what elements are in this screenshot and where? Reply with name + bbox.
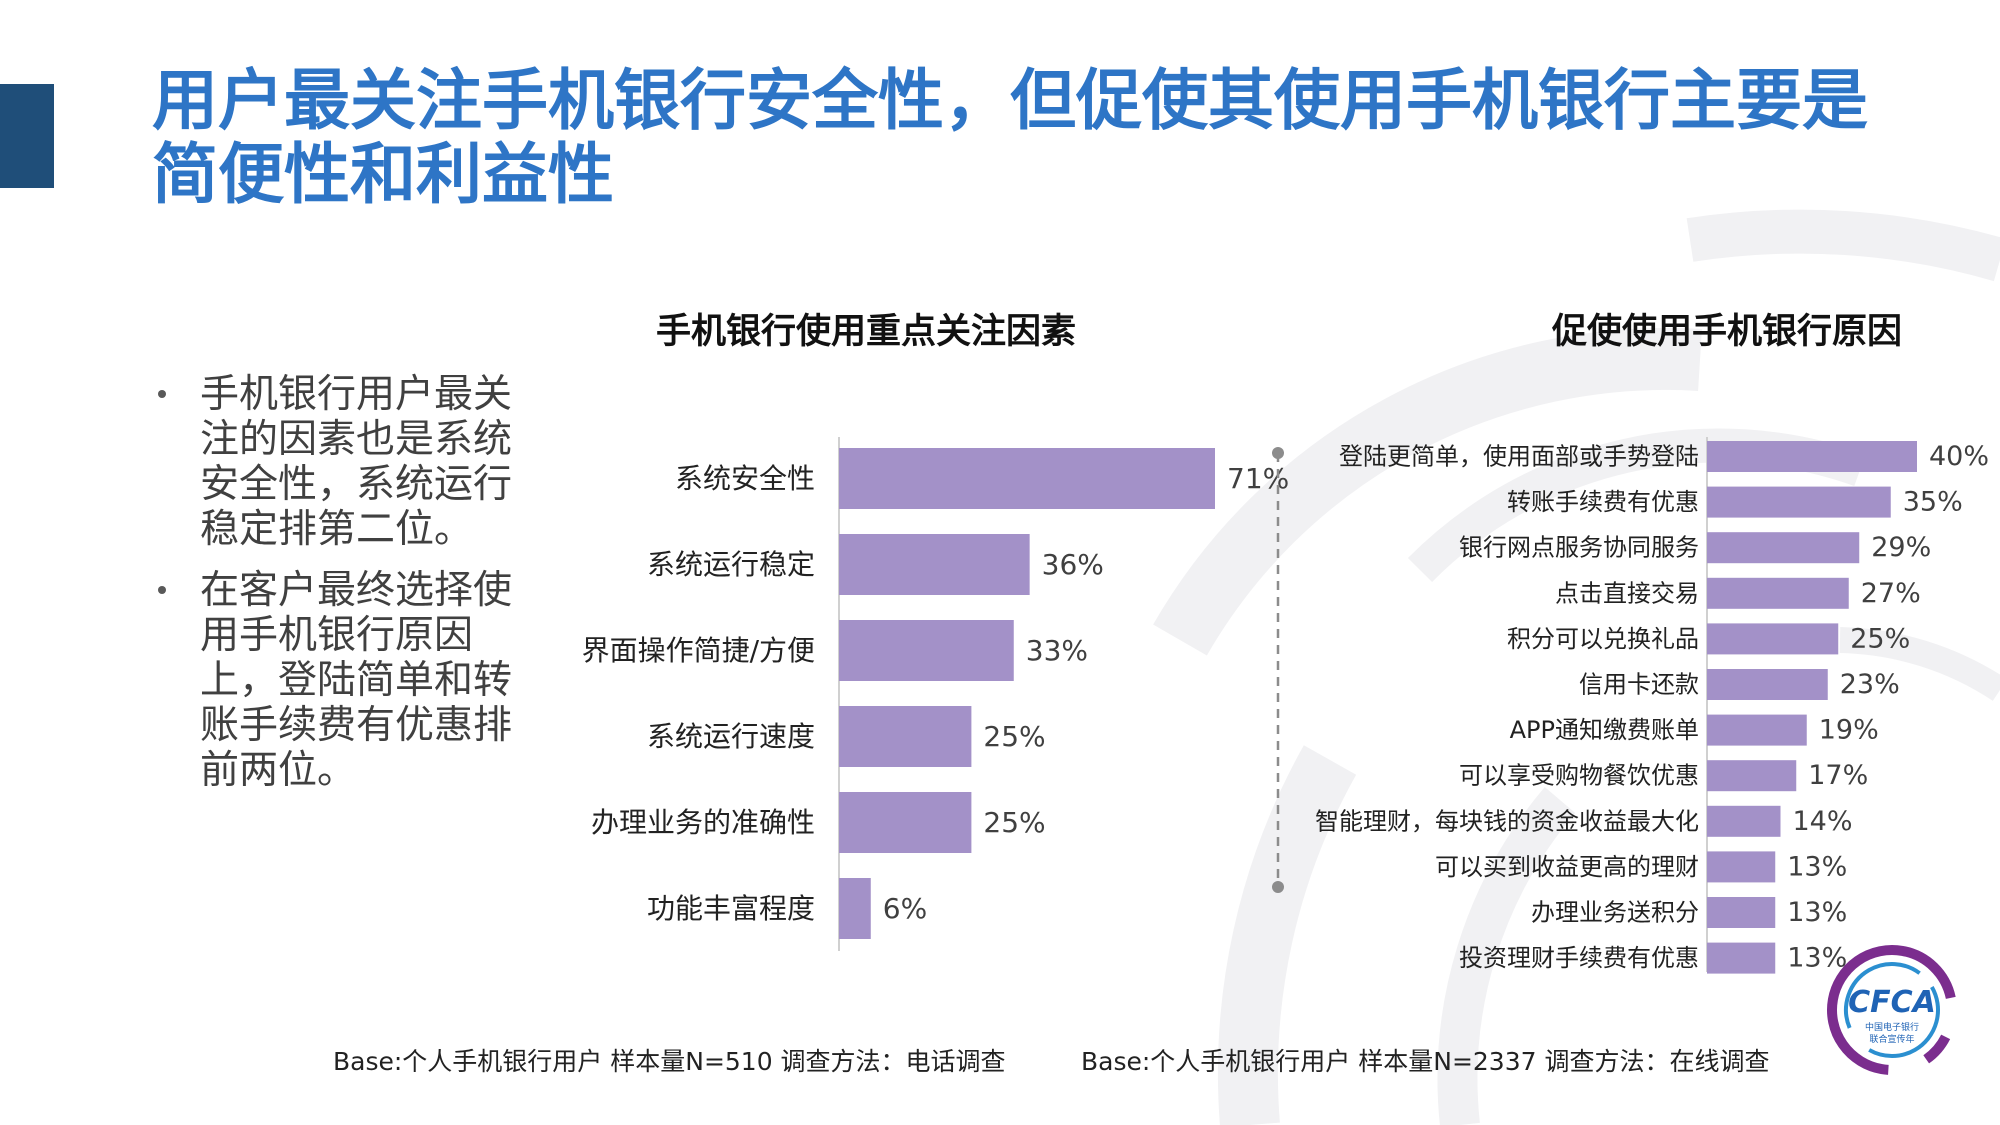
bar xyxy=(1707,714,1807,746)
bar xyxy=(1707,851,1776,883)
bar-chart-1: 系统安全性 71% 系统运行稳定 36% 界面操作简捷/方便 33% 系统运行速度 25% 办理… xyxy=(582,437,1289,951)
bullet-list: 手机银行用户最关注的因素也是系统安全性，系统运行稳定排第二位。 在客户最终选择使… xyxy=(150,372,550,809)
category-label: 转账手续费有优惠 xyxy=(1507,488,1699,516)
bullet-item: 手机银行用户最关注的因素也是系统安全性，系统运行稳定排第二位。 xyxy=(150,372,550,552)
data-label: 13% xyxy=(1787,897,1847,928)
category-label: 系统运行稳定 xyxy=(647,548,815,581)
data-label: 35% xyxy=(1903,487,1963,518)
data-label: 13% xyxy=(1787,943,1847,974)
bar xyxy=(1707,441,1917,472)
bar xyxy=(839,534,1030,595)
bar xyxy=(1707,805,1781,837)
title-accent-bar xyxy=(0,84,54,188)
bar xyxy=(1707,532,1860,564)
data-label: 25% xyxy=(1850,623,1910,654)
data-label: 19% xyxy=(1819,715,1879,746)
bullet-text: 在客户最终选择使用手机银行原因上，登陆简单和转账手续费有优惠排前两位。 xyxy=(200,568,513,793)
bar xyxy=(1707,486,1891,518)
data-label: 29% xyxy=(1871,532,1931,563)
chart-title-focus-factors: 手机银行使用重点关注因素 xyxy=(656,312,1077,352)
data-label: 33% xyxy=(1026,634,1088,667)
category-label: 登陆更简单，使用面部或手势登陆 xyxy=(1339,443,1699,471)
category-label: 智能理财，每块钱的资金收益最大化 xyxy=(1315,807,1699,835)
bar xyxy=(839,448,1215,509)
bar xyxy=(1707,760,1797,792)
category-label: 可以享受购物餐饮优惠 xyxy=(1459,762,1699,790)
data-label: 6% xyxy=(883,892,927,925)
bar xyxy=(839,792,972,853)
bar-chart-2: 登陆更简单，使用面部或手势登陆 40% 转账手续费有优惠 35% 银行网点服务协同服务 2… xyxy=(1315,437,1989,974)
data-label: 17% xyxy=(1808,760,1868,791)
divider-end-dot-icon xyxy=(1272,881,1284,893)
data-label: 14% xyxy=(1793,806,1853,837)
logo-text: CFCA xyxy=(1848,985,1936,1020)
bar xyxy=(839,878,871,939)
category-label: 办理业务送积分 xyxy=(1531,899,1699,927)
bullet-dot-icon xyxy=(158,390,166,398)
bar xyxy=(1707,577,1849,609)
data-label: 36% xyxy=(1042,548,1104,581)
divider-end-dot-icon xyxy=(1272,447,1284,459)
category-label: 办理业务的准确性 xyxy=(591,806,815,839)
category-label: 功能丰富程度 xyxy=(647,892,815,925)
category-label: 信用卡还款 xyxy=(1579,671,1699,699)
category-label: 可以买到收益更高的理财 xyxy=(1435,853,1699,881)
bar xyxy=(1707,623,1839,655)
bar xyxy=(1707,897,1776,928)
data-label: 71% xyxy=(1227,462,1289,495)
bullet-text: 手机银行用户最关注的因素也是系统安全性，系统运行稳定排第二位。 xyxy=(200,372,513,552)
category-label: 界面操作简捷/方便 xyxy=(582,634,815,667)
chart-title-usage-reasons: 促使使用手机银行原因 xyxy=(1552,312,1903,352)
category-label: 系统安全性 xyxy=(675,462,815,495)
data-label: 25% xyxy=(983,806,1045,839)
bar xyxy=(1707,942,1776,974)
bullet-dot-icon xyxy=(158,586,166,594)
bar xyxy=(1707,669,1828,700)
chart-divider xyxy=(1272,447,1284,893)
footnote-left: Base:个人手机银行用户 样本量N=510 调查方法：电话调查 xyxy=(333,1047,1006,1076)
data-label: 23% xyxy=(1840,669,1900,700)
category-label: 系统运行速度 xyxy=(647,720,815,753)
footnote-right: Base:个人手机银行用户 样本量N=2337 调查方法：在线调查 xyxy=(1081,1047,1770,1076)
category-label: 银行网点服务协同服务 xyxy=(1459,534,1699,562)
category-label: 积分可以兑换礼品 xyxy=(1507,625,1699,653)
data-label: 40% xyxy=(1929,441,1989,472)
logo-subtext: 中国电子银行 xyxy=(1865,1021,1919,1033)
bullet-item: 在客户最终选择使用手机银行原因上，登陆简单和转账手续费有优惠排前两位。 xyxy=(150,568,550,793)
category-label: APP通知缴费账单 xyxy=(1510,716,1699,744)
data-label: 13% xyxy=(1787,851,1847,882)
bar xyxy=(839,620,1014,681)
data-label: 25% xyxy=(983,720,1045,753)
data-label: 27% xyxy=(1861,578,1921,609)
page-title: 用户最关注手机银行安全性，但促使其使用手机银行主要是简便性和利益性 xyxy=(152,62,1868,213)
category-label: 点击直接交易 xyxy=(1555,579,1699,607)
bar xyxy=(839,706,972,767)
logo-subtext: 联合宣传年 xyxy=(1869,1033,1914,1045)
cfca-logo: CFCA 中国电子银行 联合宣传年 xyxy=(1826,945,1957,1075)
category-label: 投资理财手续费有优惠 xyxy=(1459,944,1699,972)
